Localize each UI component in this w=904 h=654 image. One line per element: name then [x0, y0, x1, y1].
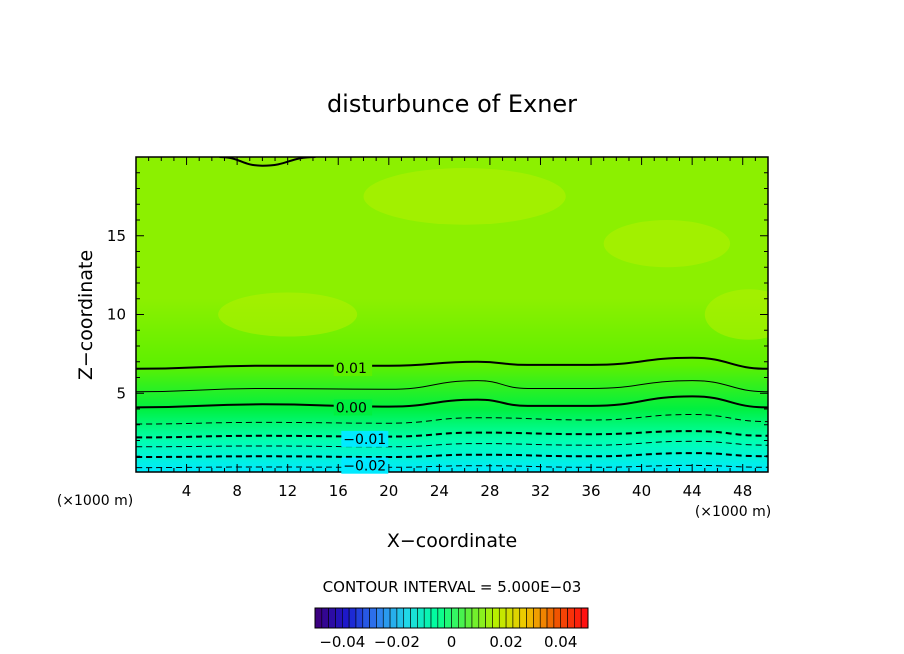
x-tick-labels: 4 8 12 16 20 24 28 32 36 40 44 48	[182, 482, 752, 500]
contour-line	[136, 440, 768, 448]
x-tick-label: 40	[632, 482, 651, 500]
x-tick-label: 48	[733, 482, 752, 500]
colorbar-swatch	[485, 607, 493, 629]
contour-label: 0.00	[336, 400, 367, 416]
x-tick-label: 12	[278, 482, 297, 500]
contour-line	[136, 413, 768, 425]
field-patch	[603, 220, 731, 268]
colorbar-swatch	[430, 607, 439, 629]
colorbar-tick-label: −0.02	[374, 633, 420, 651]
y-tick-label: 5	[116, 384, 126, 402]
contour-label-bg	[333, 360, 373, 377]
colorbar-swatch	[458, 607, 466, 629]
contour-label-bg	[333, 399, 373, 416]
colorbar-swatch	[403, 607, 411, 629]
colorbar-tick-label: −0.04	[319, 633, 365, 651]
field-patch	[218, 292, 358, 337]
y-tick-label: 10	[107, 306, 126, 324]
colorbar-swatch	[546, 607, 555, 629]
colorbar-swatch	[362, 607, 370, 629]
x-axis-title: X−coordinate	[387, 530, 517, 552]
colorbar-tick-label: 0.02	[489, 633, 522, 651]
colorbar-swatch	[321, 607, 329, 629]
colorbar-swatch	[341, 607, 350, 629]
x-tick-label: 28	[480, 482, 499, 500]
contour-label-bg	[341, 430, 389, 447]
colorbar-swatch	[498, 607, 507, 629]
colorbar-swatch	[533, 607, 541, 629]
x-tick-label: 36	[581, 482, 600, 500]
colorbar-swatch	[478, 607, 486, 629]
colorbar-swatch	[492, 607, 500, 629]
contour-labels: 0.01 0.00 −0.01 −0.02	[333, 360, 389, 475]
contour-label-bg	[341, 457, 389, 474]
colorbar-swatch	[396, 607, 405, 629]
colorbar-swatch	[444, 607, 452, 629]
colorbar-swatch	[423, 607, 432, 629]
colorbar-swatch	[553, 607, 561, 629]
colorbar-swatch	[437, 607, 445, 629]
colorbar-swatch	[376, 607, 384, 629]
colorbar-swatch	[314, 607, 323, 629]
field-patch	[363, 168, 566, 225]
colorbar-tick-label: 0	[447, 633, 457, 651]
contour-line	[136, 430, 768, 439]
x-tick-label: 32	[531, 482, 550, 500]
colorbar-swatch	[382, 607, 391, 629]
chart-title: disturbunce of Exner	[327, 90, 577, 118]
colorbar-swatch	[355, 607, 364, 629]
colorbar-swatch	[464, 607, 473, 629]
colorbar	[314, 607, 589, 629]
colorbar-tick-labels: −0.04 −0.02 0 0.02 0.04	[319, 633, 577, 651]
colorbar-swatch	[539, 607, 548, 629]
contour-line	[136, 452, 768, 459]
x-tick-label: 20	[379, 482, 398, 500]
colorbar-swatch	[574, 607, 582, 629]
colorbar-swatch	[580, 607, 589, 629]
x-tick-label: 8	[232, 482, 242, 500]
contour-label: −0.01	[343, 432, 386, 448]
x-tick-label: 16	[329, 482, 348, 500]
contour-line	[136, 464, 768, 469]
contour-lines	[136, 157, 768, 469]
colorbar-swatch	[560, 607, 568, 629]
field-patch	[704, 289, 768, 340]
contour-line	[136, 356, 768, 370]
x-tick-label: 4	[182, 482, 192, 500]
colorbar-swatch	[335, 607, 343, 629]
colorbar-swatch	[471, 607, 480, 629]
colorbar-swatch	[505, 607, 514, 629]
y-unit-label: (×1000 m)	[57, 493, 133, 509]
contour-line	[219, 157, 316, 167]
y-axis-title: Z−coordinate	[75, 250, 97, 380]
axis-ticks	[136, 157, 768, 472]
contour-label: −0.02	[343, 459, 386, 475]
colorbar-swatch	[417, 607, 425, 629]
colorbar-swatch	[389, 607, 398, 629]
colorbar-swatch	[328, 607, 336, 629]
contour-label: 0.01	[336, 361, 367, 377]
y-tick-labels: 5 10 15	[107, 227, 126, 403]
contour-interval-label: CONTOUR INTERVAL = 5.000E−03	[323, 578, 582, 596]
plot-area	[135, 156, 769, 473]
colorbar-frame	[314, 607, 589, 629]
colorbar-swatch	[410, 607, 418, 629]
y-tick-label: 15	[107, 227, 126, 245]
colorbar-swatch	[567, 607, 575, 629]
colorbar-tick-label: 0.04	[544, 633, 577, 651]
colorbar-swatch	[512, 607, 521, 629]
contour-line	[136, 395, 768, 409]
colorbar-swatch	[451, 607, 459, 629]
colorbar-swatch	[348, 607, 357, 629]
colorbar-swatch	[369, 607, 377, 629]
colorbar-swatch	[526, 607, 534, 629]
x-unit-label: (×1000 m)	[695, 504, 771, 520]
x-tick-label: 24	[430, 482, 449, 500]
colorbar-swatch	[519, 607, 527, 629]
contour-line	[136, 380, 768, 393]
x-tick-label: 44	[683, 482, 702, 500]
